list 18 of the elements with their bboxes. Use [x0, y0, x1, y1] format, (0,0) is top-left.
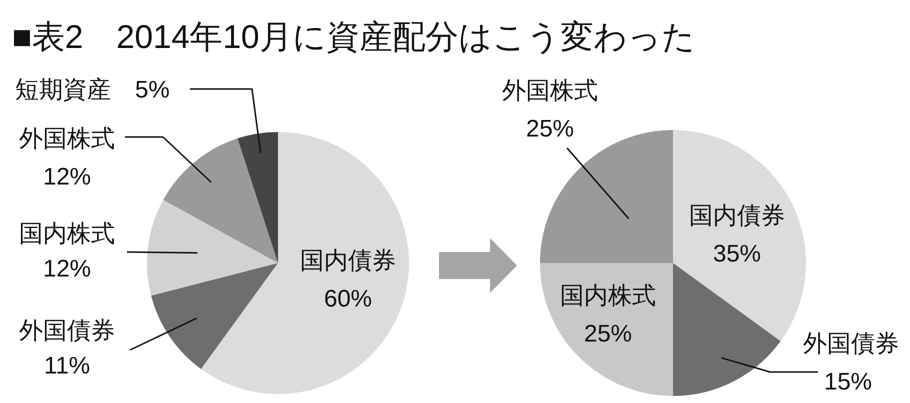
chart-title: ■表2 2014年10月に資産配分はこう変わった: [12, 18, 696, 55]
data-label: 12%: [42, 256, 92, 283]
slice-label: 外国債券: [803, 330, 899, 358]
slice-label: 外国株式: [502, 78, 598, 105]
data-label: 15%: [824, 368, 872, 396]
data-label: 25%: [526, 116, 574, 143]
slice-label: 国内債券: [300, 248, 396, 275]
slice-label: 国内株式: [560, 282, 656, 310]
data-label: 35%: [712, 240, 762, 268]
data-label: 60%: [324, 286, 372, 313]
slice-label: 外国株式: [19, 126, 115, 153]
slice-label: 短期資産 5%: [15, 76, 170, 104]
slice-label: 外国債券: [19, 318, 115, 345]
data-label: 11%: [44, 352, 90, 380]
slice-label: 国内株式: [19, 220, 115, 248]
slice-label: 国内債券: [689, 202, 785, 230]
data-label: 25%: [584, 320, 632, 348]
data-label: 12%: [42, 164, 92, 191]
